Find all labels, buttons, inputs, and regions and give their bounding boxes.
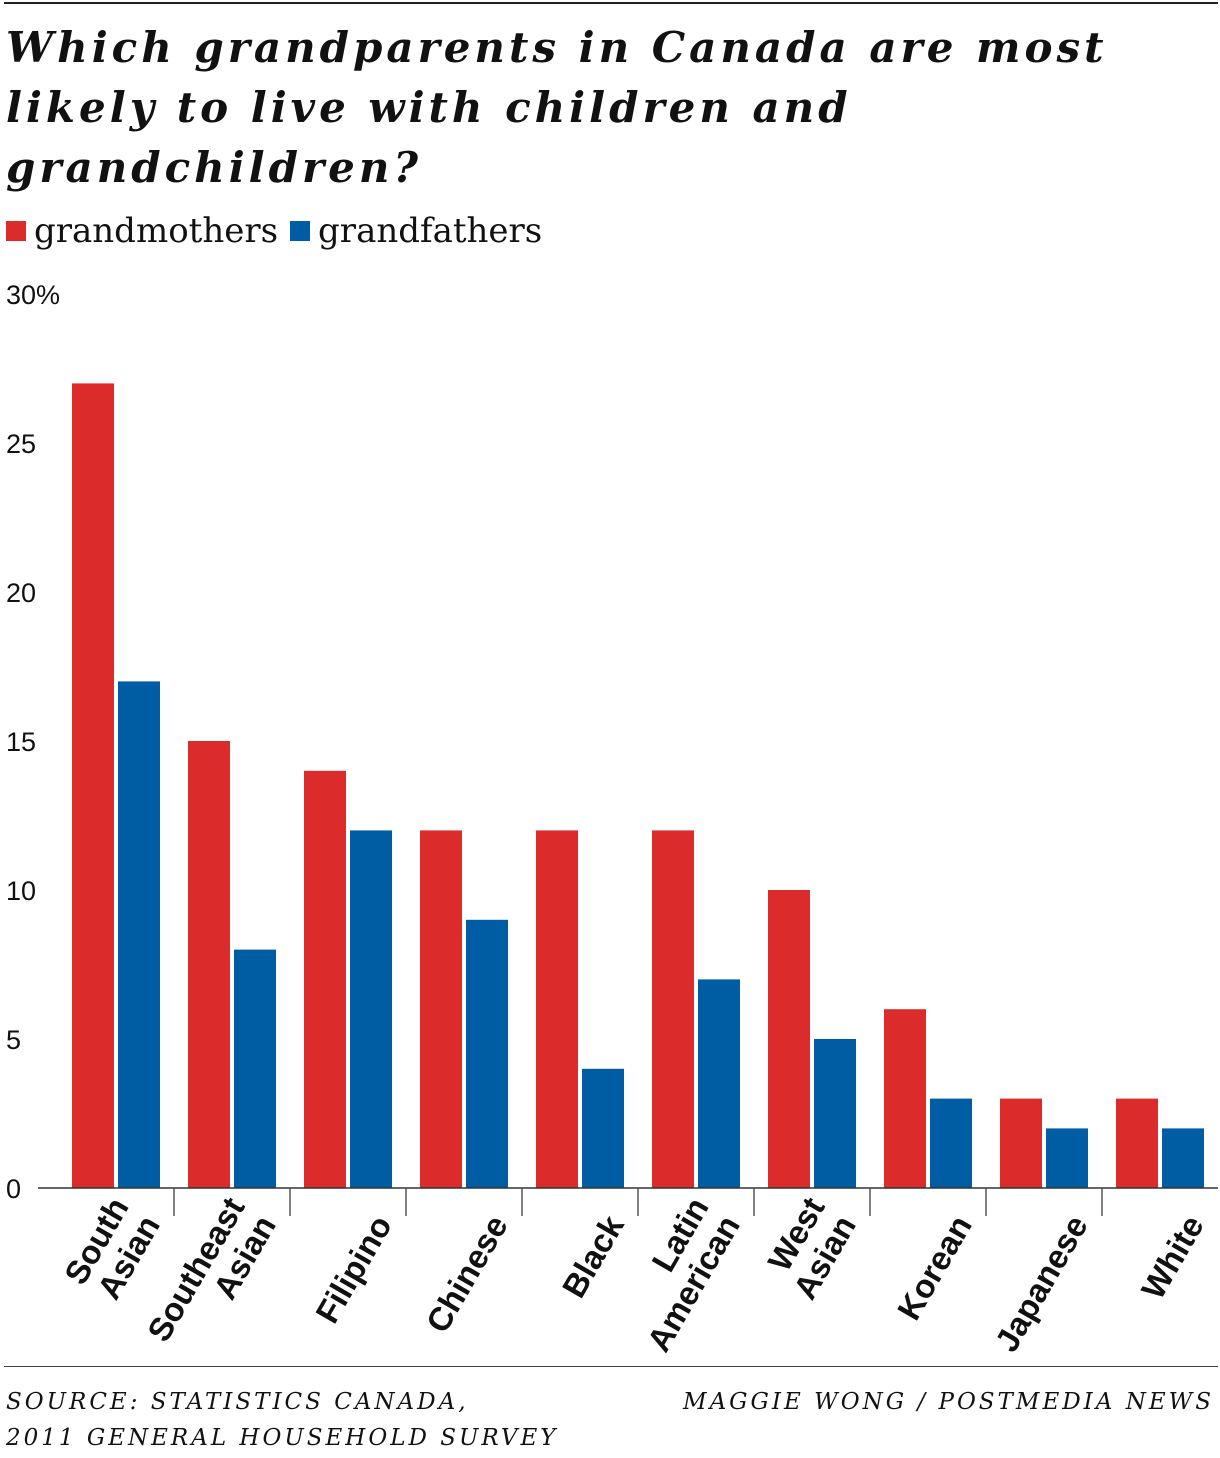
- legend-item-grandfathers: grandfathers: [290, 211, 542, 251]
- category-label: LatinAmerican: [608, 1191, 746, 1358]
- chart-title: Which grandparents in Canada are most li…: [6, 18, 1196, 198]
- y-tick-label: 10: [6, 876, 36, 906]
- y-tick-label: 0: [6, 1174, 21, 1204]
- bar-grandmothers: [304, 770, 346, 1188]
- category-label: Filipino: [308, 1209, 399, 1329]
- bar-grandfathers: [582, 1068, 624, 1188]
- bar-grandfathers: [930, 1098, 972, 1188]
- category-label: Black: [555, 1208, 631, 1303]
- bar-grandfathers: [698, 979, 740, 1188]
- bottom-rule: [4, 1366, 1218, 1367]
- category-label-line: Black: [555, 1208, 631, 1303]
- y-tick-label: 20: [6, 578, 36, 608]
- bar-grandfathers: [118, 681, 160, 1188]
- category-label-line: Filipino: [308, 1209, 399, 1329]
- bars: [72, 383, 1204, 1188]
- bar-grandmothers: [188, 741, 230, 1188]
- chart-title-line-3: grandchildren?: [6, 143, 422, 192]
- legend-label-grandfathers: grandfathers: [318, 211, 543, 251]
- category-label: Korean: [890, 1209, 979, 1326]
- category-label-line: White: [1134, 1209, 1211, 1305]
- category-label: WestAsian: [755, 1191, 863, 1305]
- bar-grandfathers: [234, 949, 276, 1188]
- bar-grandmothers: [652, 830, 694, 1188]
- bar-grandfathers: [1046, 1128, 1088, 1188]
- chart-title-line-2: likely to live with children and: [6, 83, 852, 132]
- legend-swatch-grandfathers: [290, 221, 311, 241]
- legend: grandmothers grandfathers: [6, 206, 554, 256]
- legend-label-grandmothers: grandmothers: [34, 211, 279, 251]
- y-tick-label: 25: [6, 429, 36, 459]
- category-label: Chinese: [419, 1209, 515, 1339]
- category-label: Japanese: [988, 1209, 1095, 1358]
- category-label: SouthAsian: [57, 1191, 167, 1308]
- category-label-line: Japanese: [988, 1209, 1095, 1358]
- y-tick-label: 15: [6, 727, 36, 757]
- bar-grandfathers: [350, 830, 392, 1188]
- category-label-line: Chinese: [419, 1209, 515, 1339]
- bar-grandmothers: [884, 1009, 926, 1188]
- source-note: SOURCE: STATISTICS CANADA, 2011 GENERAL …: [6, 1384, 558, 1456]
- bar-grandmothers: [768, 890, 810, 1188]
- category-label-line: Korean: [890, 1209, 979, 1326]
- chart-title-line-1: Which grandparents in Canada are most: [6, 23, 1108, 72]
- category-label: SoutheastAsian: [140, 1191, 283, 1360]
- bar-grandmothers: [1116, 1098, 1158, 1188]
- credit-note: MAGGIE WONG / POSTMEDIA NEWS: [683, 1389, 1214, 1415]
- category-label: White: [1134, 1209, 1211, 1305]
- bar-grandfathers: [466, 919, 508, 1188]
- bar-grandmothers: [72, 383, 114, 1188]
- bar-grandmothers: [420, 830, 462, 1188]
- source-line-2: 2011 GENERAL HOUSEHOLD SURVEY: [6, 1425, 559, 1451]
- bar-grandfathers: [814, 1039, 856, 1188]
- legend-item-grandmothers: grandmothers: [6, 211, 278, 251]
- legend-swatch-grandmothers: [6, 221, 26, 241]
- top-rule: [4, 2, 1218, 4]
- bar-grandmothers: [1000, 1098, 1042, 1188]
- y-tick-label: 30%: [6, 280, 60, 310]
- bar-grandmothers: [536, 830, 578, 1188]
- y-tick-label: 5: [6, 1025, 21, 1055]
- source-line-1: SOURCE: STATISTICS CANADA,: [6, 1389, 469, 1415]
- bar-grandfathers: [1162, 1128, 1204, 1188]
- y-axis: 0 5 10 15 20 25 30%: [6, 280, 60, 1204]
